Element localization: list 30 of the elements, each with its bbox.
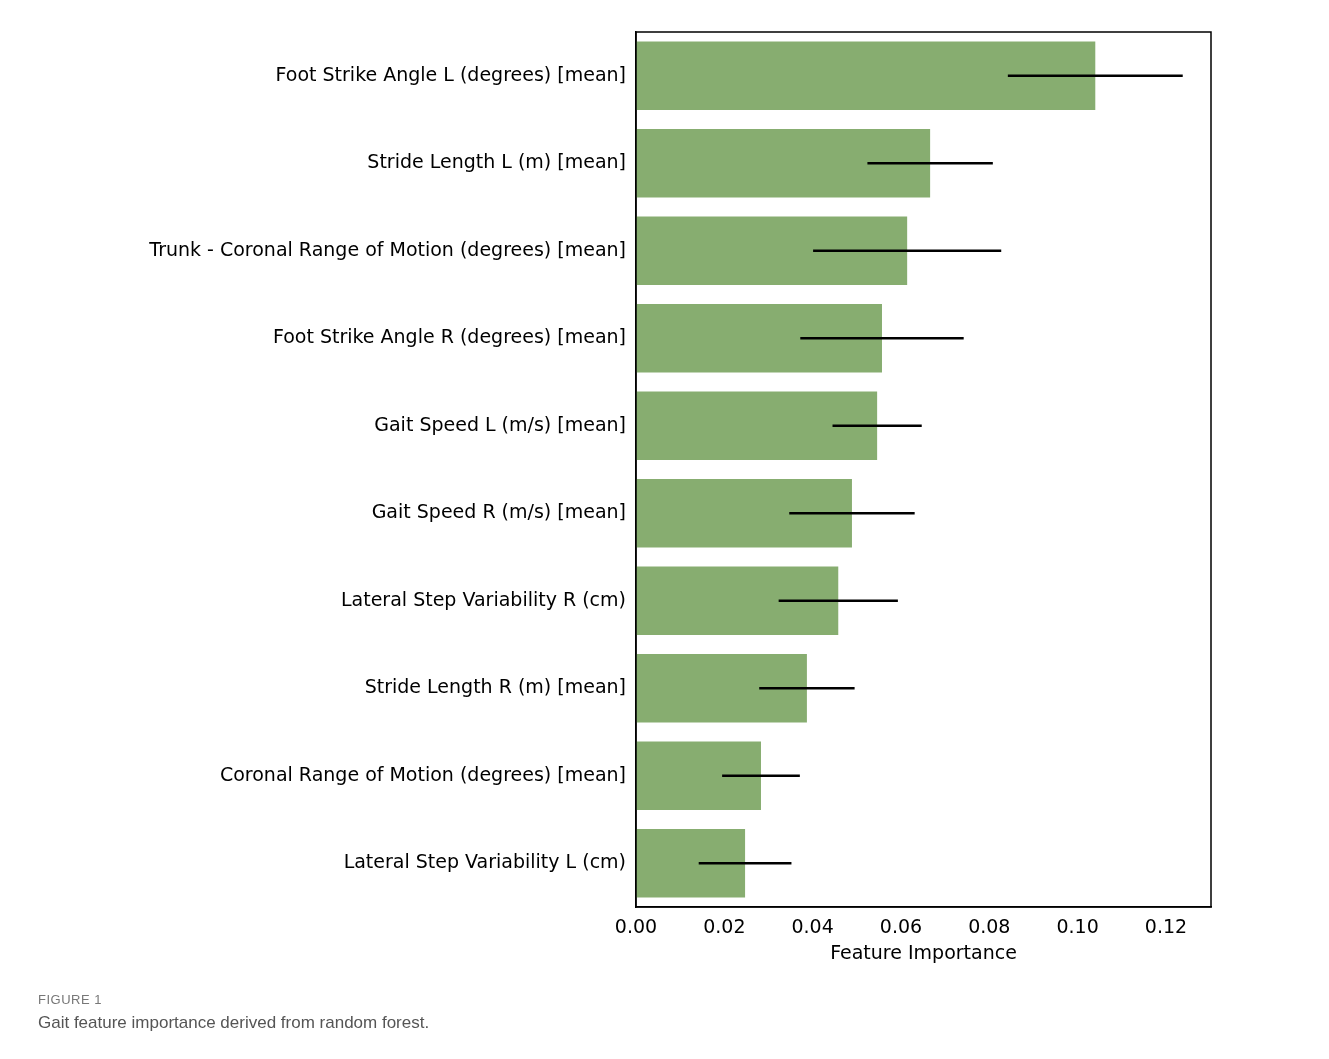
x-tick-label: 0.08: [968, 915, 1011, 938]
caption: FIGURE 1: [38, 992, 103, 1007]
bar: [636, 741, 761, 811]
y-tick-label: Coronal Range of Motion (degrees) [mean]: [219, 762, 626, 785]
x-tick-label: 0.10: [1056, 915, 1099, 938]
text: Gait feature importance derived from random forest.: [38, 1013, 430, 1033]
bar: [636, 391, 878, 461]
x-tick-label: 0.04: [791, 915, 834, 938]
bar: [636, 478, 852, 548]
bar: [636, 216, 908, 286]
bar: [636, 828, 746, 898]
bar: [636, 128, 931, 198]
y-tick-label: Stride Length R (m) [mean]: [364, 675, 626, 698]
y-tick-label: Foot Strike Angle R (degrees) [mean]: [272, 325, 626, 348]
bar: [636, 41, 1096, 111]
x-tick-label: 0.06: [879, 915, 923, 938]
y-tick-label: Stride Length L (m) [mean]: [367, 150, 626, 173]
y-tick-label: Gait Speed L (m/s) [mean]: [374, 412, 626, 435]
y-tick-label: Foot Strike Angle L (degrees) [mean]: [275, 62, 626, 85]
y-tick-label: Lateral Step Variability L (cm): [343, 850, 626, 873]
x-tick-label: 0.12: [1144, 915, 1188, 938]
y-tick-label: Trunk - Coronal Range of Motion (degrees) [mean]: [148, 237, 626, 260]
y-tick-label: Gait Speed R (m/s) [mean]: [371, 500, 626, 523]
x-tick-label: 0.02: [703, 915, 746, 938]
x-axis-title: Feature Importance: [830, 940, 1017, 963]
bar: [636, 653, 807, 723]
x-tick-label: 0.00: [614, 915, 658, 938]
bar: [636, 303, 882, 373]
bar: [636, 566, 839, 636]
y-tick-label: Lateral Step Variability R (cm): [341, 587, 626, 610]
